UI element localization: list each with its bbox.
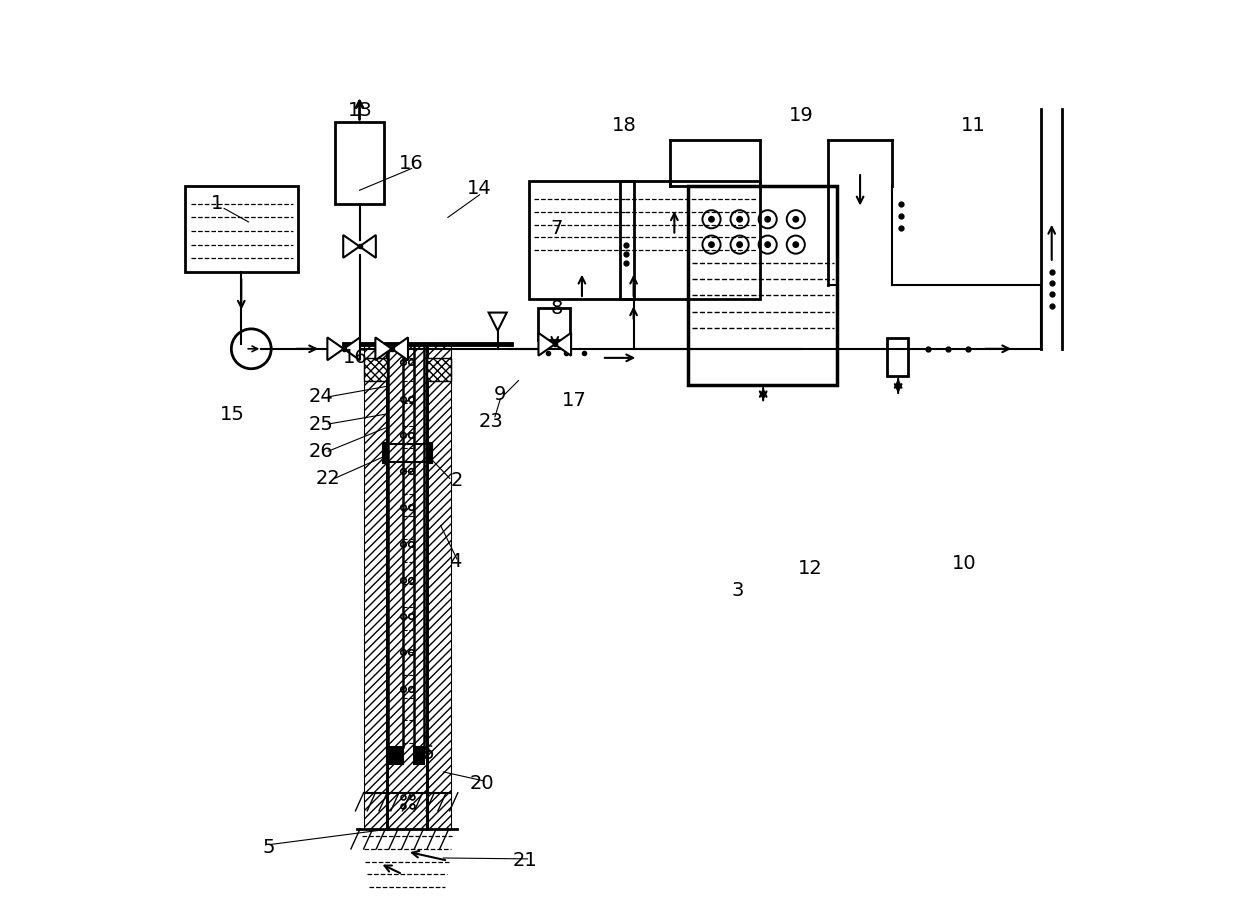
Text: 13: 13 <box>347 101 372 120</box>
Bar <box>388 747 403 764</box>
Text: 23: 23 <box>479 412 503 430</box>
Polygon shape <box>538 333 554 356</box>
Circle shape <box>794 242 799 247</box>
Bar <box>414 747 424 764</box>
Text: 11: 11 <box>961 116 986 134</box>
Text: 15: 15 <box>219 406 244 424</box>
Circle shape <box>765 217 770 222</box>
Text: 16: 16 <box>399 154 424 172</box>
Text: 3: 3 <box>732 582 744 600</box>
Circle shape <box>765 242 770 247</box>
Circle shape <box>794 217 799 222</box>
Text: 9: 9 <box>495 385 507 403</box>
Bar <box>335 122 384 204</box>
Polygon shape <box>489 313 507 331</box>
Text: 20: 20 <box>470 775 495 793</box>
Text: 1: 1 <box>211 195 223 213</box>
Text: 2: 2 <box>450 471 463 489</box>
Bar <box>888 338 908 376</box>
Circle shape <box>737 217 743 222</box>
Bar <box>363 358 387 381</box>
Text: 22: 22 <box>316 469 341 487</box>
Polygon shape <box>360 235 376 258</box>
Polygon shape <box>392 337 408 361</box>
Bar <box>185 186 299 272</box>
Bar <box>538 308 570 340</box>
Circle shape <box>709 242 714 247</box>
Polygon shape <box>554 333 572 356</box>
Text: 4: 4 <box>449 553 461 571</box>
Bar <box>688 186 837 385</box>
Polygon shape <box>343 337 360 361</box>
Circle shape <box>737 242 743 247</box>
Text: 17: 17 <box>562 391 587 410</box>
Text: 18: 18 <box>613 116 637 134</box>
Circle shape <box>709 217 714 222</box>
Bar <box>620 181 760 299</box>
Text: 12: 12 <box>797 560 822 578</box>
Polygon shape <box>376 337 392 361</box>
Text: 6: 6 <box>422 745 434 763</box>
Text: 8: 8 <box>551 299 563 317</box>
Text: 26: 26 <box>309 442 334 460</box>
Text: 24: 24 <box>309 388 334 406</box>
Text: 21: 21 <box>512 852 537 870</box>
Text: 14: 14 <box>467 179 492 198</box>
Text: 5: 5 <box>262 838 275 856</box>
Bar <box>363 344 450 829</box>
Text: 25: 25 <box>309 415 334 433</box>
Polygon shape <box>327 337 343 361</box>
Text: 16: 16 <box>343 349 368 367</box>
Text: 10: 10 <box>952 554 977 573</box>
Polygon shape <box>343 235 360 258</box>
Text: 7: 7 <box>551 219 563 237</box>
Bar <box>529 181 634 299</box>
Bar <box>427 358 450 381</box>
Text: 19: 19 <box>789 107 813 125</box>
